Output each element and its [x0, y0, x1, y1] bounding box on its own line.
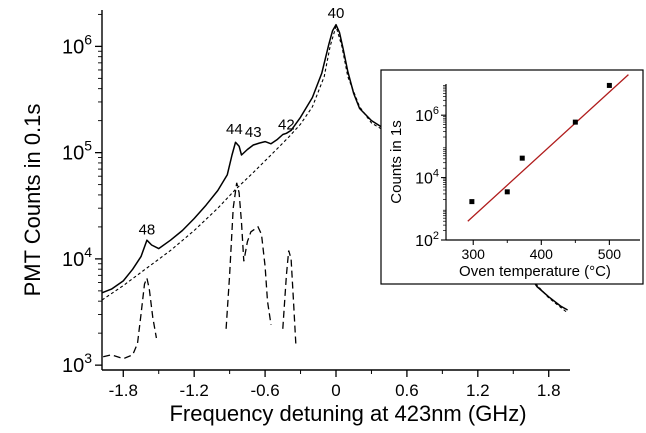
- y-tick-label: 103: [62, 350, 92, 377]
- peak-label: 48: [139, 221, 156, 238]
- peak-label: 44: [226, 121, 243, 138]
- y-tick-label: 104: [62, 244, 92, 271]
- y-tick-label-exponent: 3: [84, 350, 92, 366]
- inset-frame: [380, 69, 644, 285]
- inset-x-tick-label: 300: [462, 246, 486, 262]
- difference-spectrum-dashed-line: [103, 275, 158, 360]
- x-tick-label: 1.8: [537, 381, 561, 400]
- inset-y-tick-label: 104: [415, 167, 439, 187]
- inset-y-tick-label-exponent: 2: [433, 230, 439, 242]
- x-tick-label: -1.8: [109, 381, 138, 400]
- inset-data-point: [519, 155, 525, 161]
- peak-label: 43: [245, 124, 262, 141]
- x-tick-label: -0.6: [250, 381, 279, 400]
- y-tick-label-mantissa: 10: [62, 355, 84, 377]
- x-tick-label: 0.6: [395, 381, 419, 400]
- x-tick-label: 0: [331, 381, 340, 400]
- difference-spectrum-dashed-line: [282, 250, 297, 344]
- inset-y-axis-label: Counts in 1s: [388, 120, 405, 203]
- inset-y-tick-label-mantissa: 10: [415, 108, 433, 125]
- inset-y-tick-label: 102: [415, 230, 439, 250]
- inset-x-axis-label: Oven temperature (°C): [459, 263, 611, 280]
- difference-spectrum-dashed-line: [225, 182, 272, 329]
- y-tick-label-exponent: 4: [84, 244, 92, 260]
- y-tick-label: 105: [62, 138, 92, 165]
- inset-data-point: [504, 189, 510, 195]
- inset-y-tick-label-mantissa: 10: [415, 171, 433, 188]
- y-tick-label-mantissa: 10: [62, 249, 84, 271]
- main-plot: -1.8 -1.2 -0.6 0 0.6 1.2 1.8103104105106Freque…: [20, 5, 570, 426]
- inset-x-tick-label: 500: [598, 246, 622, 262]
- inset-y-tick-label-exponent: 6: [433, 105, 439, 117]
- y-tick-label-mantissa: 10: [62, 143, 84, 165]
- inset-data-point: [606, 82, 612, 88]
- inset-y-tick-label-exponent: 4: [433, 167, 439, 179]
- y-tick-label-mantissa: 10: [62, 36, 84, 58]
- x-tick-label: -1.2: [180, 381, 209, 400]
- peak-label: 40: [328, 5, 345, 22]
- x-tick-label: 1.2: [466, 381, 490, 400]
- inset-fit-line: [467, 74, 629, 222]
- x-axis-label: Frequency detuning at 423nm (GHz): [169, 401, 526, 426]
- inset-x-tick-label: 400: [530, 246, 554, 262]
- inset-data-point: [469, 199, 475, 205]
- y-tick-label-exponent: 6: [84, 31, 92, 47]
- y-tick-label: 106: [62, 31, 92, 58]
- inset-data-point: [572, 119, 578, 125]
- inset-y-tick-label: 106: [415, 105, 439, 125]
- inset-y-tick-label-mantissa: 10: [415, 233, 433, 250]
- peak-label: 42: [278, 117, 295, 134]
- y-tick-label-exponent: 5: [84, 138, 92, 154]
- y-axis-label: PMT Counts in 0.1s: [20, 104, 45, 297]
